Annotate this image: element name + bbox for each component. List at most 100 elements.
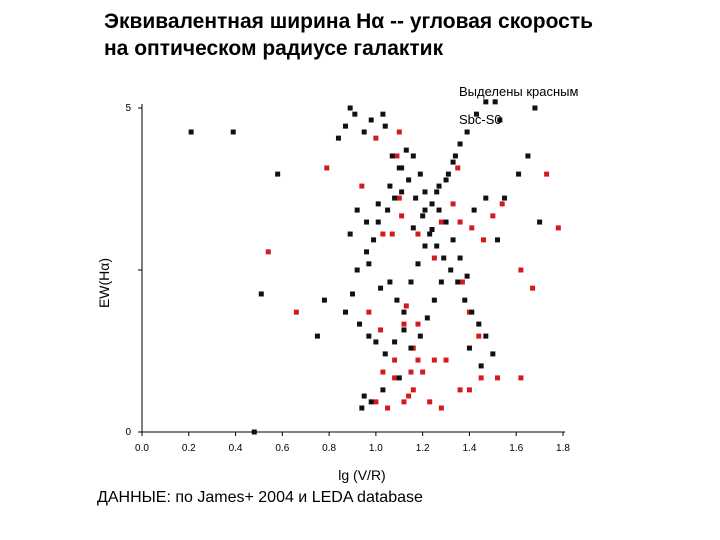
data-point-black (403, 147, 409, 153)
data-point-black (516, 171, 522, 177)
data-point-red (415, 231, 421, 237)
data-point-red (401, 321, 407, 327)
data-point-black (357, 321, 363, 327)
data-point-black (378, 285, 384, 291)
data-point-red (518, 375, 524, 381)
data-point-red (380, 369, 386, 375)
data-point-red (457, 219, 463, 225)
data-point-black (497, 117, 503, 123)
x-tick-label: 0.2 (182, 443, 196, 454)
data-point-black (410, 153, 416, 159)
data-point-black (396, 375, 402, 381)
data-point-red (438, 405, 444, 411)
data-point-red (415, 321, 421, 327)
data-point-red (324, 165, 330, 171)
data-point-red (438, 219, 444, 225)
data-point-red (378, 327, 384, 333)
data-point-black (434, 189, 440, 195)
data-point-black (408, 279, 414, 285)
data-point-black (424, 315, 430, 321)
data-point-black (371, 237, 377, 243)
data-point-black (466, 345, 472, 351)
x-tick-label: 0.6 (275, 443, 289, 454)
data-point-black (455, 279, 461, 285)
data-point-black (532, 105, 538, 111)
data-point-black (525, 153, 531, 159)
data-point-black (434, 243, 440, 249)
data-point-black (188, 129, 194, 135)
data-point-black (392, 195, 398, 201)
data-point-black (422, 207, 428, 213)
data-point-black (230, 129, 236, 135)
data-point-black (342, 309, 348, 315)
x-tick-label: 1.2 (416, 443, 430, 454)
data-point-black (445, 171, 451, 177)
data-point-red (544, 171, 550, 177)
data-point-black (452, 153, 458, 159)
data-point-black (417, 333, 423, 339)
data-point-red (396, 195, 402, 201)
chart-title: Эквивалентная ширина Hα -- угловая скоро… (104, 8, 593, 62)
x-tick-label: 1.4 (462, 443, 476, 454)
data-point-red (396, 129, 402, 135)
data-point-red (490, 213, 496, 219)
data-point-black (359, 405, 365, 411)
legend-entry-sbc-s0: Sbc-S0 (459, 112, 502, 127)
data-point-black (314, 333, 320, 339)
data-point-red (443, 357, 449, 363)
data-point-black (364, 249, 370, 255)
data-point-black (429, 201, 435, 207)
data-point-black (420, 213, 426, 219)
data-point-red (408, 369, 414, 375)
x-tick-label: 1.8 (556, 443, 570, 454)
data-point-black (410, 225, 416, 231)
data-point-black (441, 255, 447, 261)
data-point-black (408, 345, 414, 351)
data-point-black (483, 99, 489, 105)
data-point-black (380, 387, 386, 393)
data-point-red (495, 375, 501, 381)
data-point-red (420, 369, 426, 375)
data-point-black (462, 297, 468, 303)
data-point-black (387, 183, 393, 189)
data-point-black (457, 255, 463, 261)
data-point-black (394, 297, 400, 303)
data-point-black (335, 135, 341, 141)
data-point-black (464, 273, 470, 279)
data-point-red (518, 267, 524, 273)
data-point-black (413, 195, 419, 201)
data-point-black (352, 111, 358, 117)
data-point-black (406, 177, 412, 183)
data-point-black (251, 429, 257, 435)
data-point-red (480, 237, 486, 243)
data-point-black (476, 321, 482, 327)
data-point-black (417, 171, 423, 177)
data-point-black (321, 297, 327, 303)
data-point-black (483, 195, 489, 201)
data-point-black (399, 189, 405, 195)
data-point-black (473, 111, 479, 117)
data-point-red (469, 225, 475, 231)
data-point-black (389, 153, 395, 159)
data-point-black (361, 129, 367, 135)
data-point-black (492, 99, 498, 105)
data-point-red (406, 393, 412, 399)
data-point-red (403, 303, 409, 309)
data-point-black (495, 237, 501, 243)
data-point-black (354, 207, 360, 213)
y-tick-label: 5 (125, 103, 131, 114)
data-point-red (359, 183, 365, 189)
data-point-black (457, 141, 463, 147)
data-point-red (399, 213, 405, 219)
data-point-red (373, 135, 379, 141)
data-point-red (385, 405, 391, 411)
data-point-red (450, 201, 456, 207)
data-point-black (375, 219, 381, 225)
data-point-black (399, 165, 405, 171)
data-point-black (347, 105, 353, 111)
data-point-black (443, 219, 449, 225)
data-point-black (537, 219, 543, 225)
data-source-note: ДАННЫЕ: по James+ 2004 и LEDA database (97, 489, 423, 506)
chart-axes: 0.0 0.2 0.4 0.6 0.8 1.0 1.2 1.4 1.6 1.8 0 5 (125, 103, 570, 454)
